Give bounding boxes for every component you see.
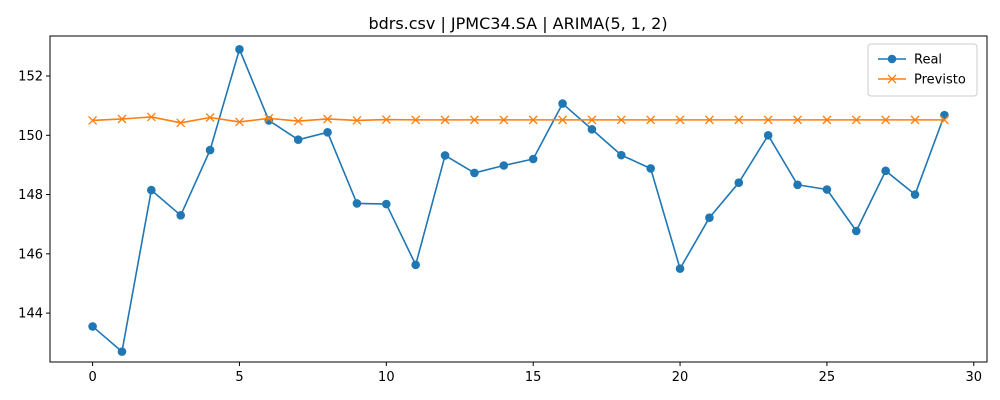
data-point-real [147, 185, 156, 195]
data-point-real [88, 322, 97, 331]
data-point-real [705, 213, 714, 222]
y-tick-label: 144 [18, 307, 43, 322]
data-point-previsto [881, 115, 891, 125]
x-tick-label: 20 [672, 370, 689, 385]
data-point-real [646, 164, 655, 173]
data-point-previsto [469, 115, 479, 125]
data-point-previsto [117, 114, 127, 124]
legend-label-real: Real [914, 53, 942, 68]
data-point-previsto [440, 115, 450, 125]
data-point-previsto [558, 115, 568, 125]
data-point-previsto [205, 113, 215, 122]
data-point-real [793, 180, 802, 190]
data-point-previsto [910, 115, 920, 125]
data-point-real [940, 110, 949, 120]
plot-area [49, 35, 988, 363]
x-tick-label: 10 [378, 370, 395, 385]
data-point-real [205, 145, 215, 155]
data-point-real [323, 128, 332, 137]
data-point-previsto [939, 115, 949, 125]
data-point-real [470, 168, 479, 178]
data-point-real [176, 211, 186, 220]
y-tick-label: 152 [18, 70, 43, 85]
data-point-previsto [528, 115, 538, 125]
series-line-real [92, 48, 946, 353]
data-point-real [352, 199, 362, 208]
data-point-real [264, 116, 274, 125]
data-point-previsto [499, 115, 509, 125]
data-point-real [910, 190, 920, 199]
series-layer [88, 45, 949, 356]
legend-marker-previsto [887, 74, 897, 84]
data-point-previsto [411, 115, 421, 125]
data-point-previsto [264, 113, 274, 123]
data-point-real [528, 154, 538, 164]
data-point-real [382, 199, 391, 209]
data-point-previsto [793, 115, 803, 125]
data-point-real [293, 135, 303, 145]
data-point-previsto [851, 115, 861, 125]
data-point-previsto [88, 116, 98, 125]
data-point-real [558, 99, 567, 108]
data-point-real [235, 45, 244, 54]
data-point-real [440, 151, 450, 160]
y-tick-label: 150 [18, 129, 43, 144]
data-point-real [734, 178, 744, 187]
x-axis: 0 5 10 15 20 25 30 [88, 362, 982, 385]
y-tick-label: 146 [18, 247, 43, 262]
data-point-previsto [587, 115, 597, 125]
y-tick-label: 148 [18, 188, 43, 203]
data-point-previsto [352, 116, 362, 125]
y-axis: 144 146 148 150 152 [18, 70, 50, 322]
data-point-previsto [176, 118, 186, 128]
data-point-previsto [646, 115, 656, 125]
x-tick-label: 15 [525, 370, 542, 385]
data-point-previsto [734, 115, 744, 125]
data-point-previsto [763, 115, 773, 125]
data-point-real [617, 150, 626, 160]
data-point-real [851, 226, 861, 236]
data-point-previsto [704, 115, 714, 125]
x-tick-label: 5 [235, 370, 243, 385]
data-point-previsto [822, 115, 832, 125]
data-point-previsto [146, 112, 156, 122]
legend-marker-real [887, 54, 897, 64]
series-line-previsto [92, 116, 945, 124]
chart-title: bdrs.csv | JPMC34.SA | ARIMA(5, 1, 2) [368, 14, 667, 33]
data-point-real [763, 130, 773, 140]
data-point-real [117, 347, 127, 356]
data-point-previsto [675, 115, 685, 125]
data-point-real [411, 260, 420, 270]
data-point-previsto [293, 116, 303, 126]
legend-label-previsto: Previsto [914, 73, 966, 88]
data-point-real [675, 264, 685, 273]
data-point-previsto [381, 115, 391, 125]
x-tick-label: 0 [88, 370, 96, 385]
data-point-previsto [616, 115, 626, 125]
data-point-real [499, 161, 509, 170]
x-tick-label: 25 [819, 370, 836, 385]
legend: Real Previsto [867, 43, 978, 97]
data-point-previsto [323, 114, 333, 124]
x-tick-label: 30 [966, 370, 983, 385]
data-point-real [881, 166, 890, 176]
data-point-real [587, 125, 597, 134]
data-point-real [822, 185, 832, 194]
data-point-previsto [234, 117, 244, 127]
